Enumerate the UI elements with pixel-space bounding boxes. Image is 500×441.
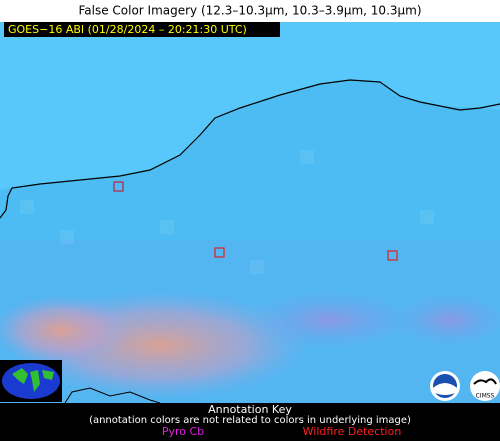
cimss-logo: CIMSS bbox=[470, 371, 500, 401]
detection-box bbox=[214, 247, 225, 258]
imagery bbox=[0, 22, 500, 404]
coastline bbox=[64, 387, 161, 404]
detection-box bbox=[387, 250, 398, 261]
pyro-cb-label: Pyro Cb bbox=[162, 425, 204, 438]
detection-box bbox=[113, 181, 124, 192]
noaa-logo bbox=[430, 371, 460, 401]
title: False Color Imagery (12.3–10.3µm, 10.3–3… bbox=[78, 4, 421, 18]
annotation-key-note: (annotation colors are not related to co… bbox=[89, 415, 411, 426]
timestamp-box bbox=[4, 22, 280, 37]
coastline bbox=[0, 79, 500, 219]
annotation-key-title: Annotation Key bbox=[208, 403, 292, 416]
wildfire-label: Wildfire Detection bbox=[303, 425, 402, 438]
globe-icon bbox=[0, 360, 62, 402]
title-bar bbox=[0, 0, 500, 22]
cimss-label: CIMSS bbox=[476, 393, 495, 400]
annotation-key-bar bbox=[0, 403, 500, 441]
timestamp: GOES−16 ABI (01/28/2024 – 20:21:30 UTC) bbox=[8, 23, 247, 36]
